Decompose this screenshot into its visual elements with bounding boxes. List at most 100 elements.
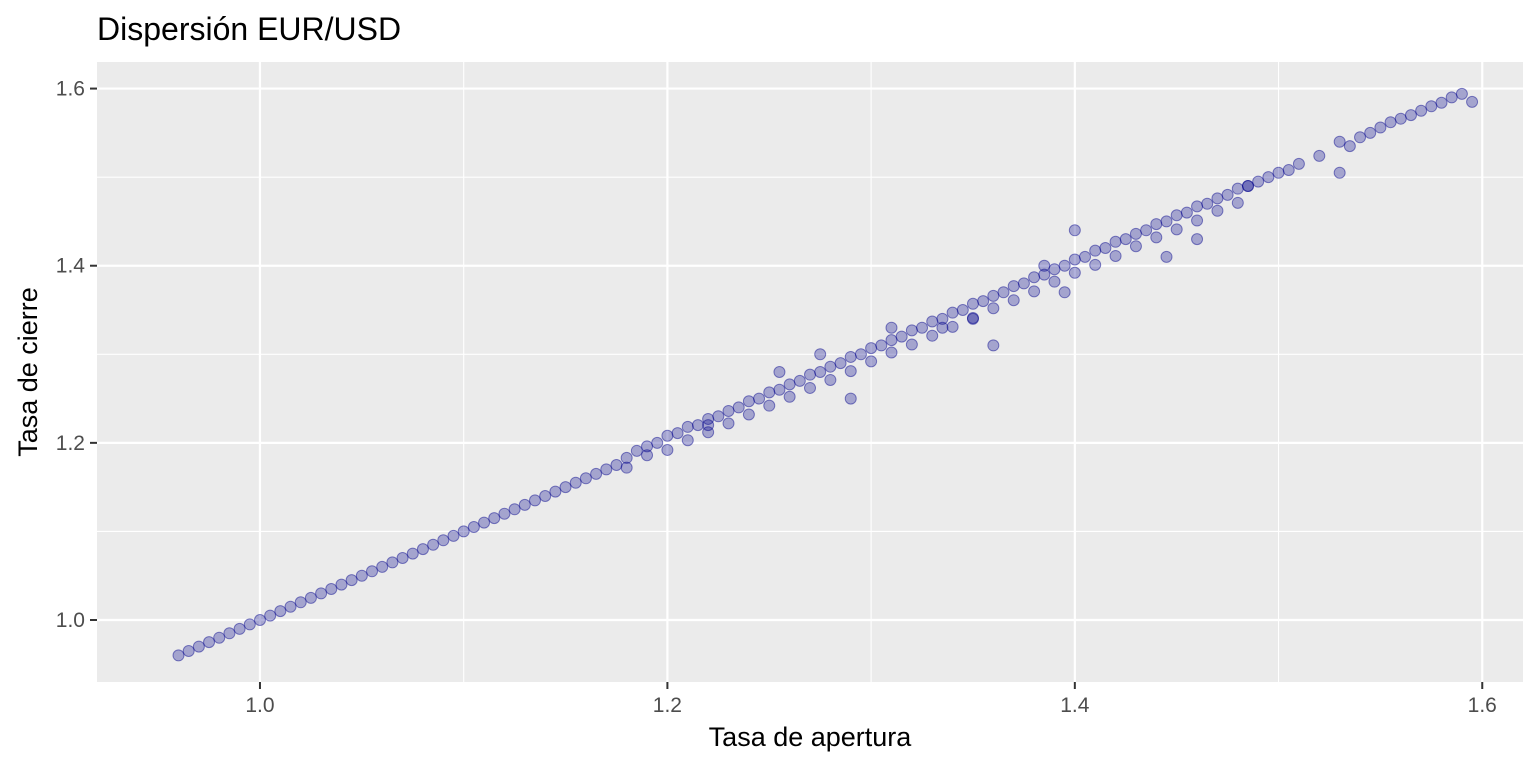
data-point	[712, 410, 725, 423]
data-point	[987, 339, 1000, 352]
data-point	[1048, 263, 1061, 276]
data-point	[1038, 268, 1051, 281]
data-point	[824, 360, 837, 373]
data-point	[966, 297, 979, 310]
data-point	[1017, 277, 1030, 290]
data-point	[447, 529, 460, 542]
data-point	[732, 401, 745, 414]
data-point	[630, 444, 643, 457]
data-point	[1129, 240, 1142, 253]
data-point	[498, 507, 511, 520]
data-point	[905, 338, 918, 351]
data-point	[936, 312, 949, 325]
x-tick-label: 1.2	[653, 694, 682, 717]
data-point	[834, 357, 847, 370]
data-point	[1252, 175, 1265, 188]
data-point	[1415, 104, 1428, 117]
data-point	[1466, 95, 1479, 108]
plot-panel	[97, 62, 1523, 682]
data-point	[1425, 100, 1438, 113]
y-axis-title: Tasa de cierre	[13, 287, 43, 457]
data-point	[478, 516, 491, 529]
data-point	[559, 481, 572, 494]
data-point	[1058, 259, 1071, 272]
data-point	[1231, 196, 1244, 209]
data-point	[1333, 135, 1346, 148]
data-point	[905, 324, 918, 337]
data-points	[172, 87, 1479, 662]
data-point	[1119, 233, 1132, 246]
data-point	[966, 312, 979, 325]
data-point	[264, 609, 277, 622]
data-point	[335, 578, 348, 591]
data-point	[1089, 258, 1102, 271]
data-point	[722, 404, 735, 417]
data-point	[355, 569, 368, 582]
data-point	[1231, 182, 1244, 195]
data-point	[661, 429, 674, 442]
x-tick-label: 1.4	[1060, 694, 1090, 717]
data-point	[1364, 126, 1377, 139]
data-point	[467, 521, 480, 533]
data-point	[966, 311, 979, 324]
data-point	[315, 587, 328, 600]
data-point	[1028, 271, 1041, 284]
x-axis: 1.0 1.2 1.4 1.6	[245, 682, 1497, 717]
data-point	[172, 649, 185, 662]
data-point	[946, 320, 959, 333]
data-point	[783, 390, 796, 403]
data-point	[875, 339, 888, 352]
data-point	[753, 392, 766, 405]
data-point	[539, 490, 552, 502]
data-point	[294, 596, 307, 609]
data-point	[946, 306, 959, 319]
data-point	[1394, 112, 1407, 125]
data-point	[783, 378, 796, 391]
y-tick-label: 1.6	[56, 78, 85, 101]
data-point	[1282, 164, 1295, 177]
x-tick-label: 1.6	[1468, 694, 1497, 717]
chart-title: Dispersión EUR/USD	[97, 11, 401, 47]
data-point	[1435, 96, 1448, 109]
y-tick-label: 1.4	[56, 255, 86, 278]
data-point	[804, 381, 816, 394]
data-point	[1007, 294, 1020, 307]
data-point	[814, 348, 827, 361]
data-point	[1333, 166, 1346, 179]
data-point	[844, 392, 857, 405]
data-point	[804, 368, 816, 381]
data-point	[885, 334, 898, 347]
data-point	[763, 399, 776, 412]
data-point	[956, 304, 969, 316]
data-point	[1068, 266, 1081, 279]
data-point	[691, 419, 704, 432]
data-point	[865, 355, 878, 368]
data-point	[854, 348, 867, 361]
data-point	[590, 467, 603, 480]
data-point	[620, 451, 633, 464]
data-point	[1150, 218, 1163, 231]
data-point	[1374, 121, 1387, 134]
data-point	[406, 547, 419, 560]
data-point	[1211, 204, 1224, 217]
data-point	[549, 485, 562, 498]
data-point	[997, 286, 1010, 299]
data-point	[1241, 180, 1254, 192]
data-point	[722, 417, 735, 430]
data-point	[304, 591, 317, 604]
data-point	[1262, 171, 1275, 184]
data-point	[182, 645, 195, 657]
data-point	[742, 395, 755, 408]
data-point	[1160, 250, 1173, 263]
data-point	[793, 374, 806, 387]
major-gridlines	[97, 62, 1523, 682]
y-tick-label: 1.0	[56, 609, 85, 632]
data-point	[1170, 223, 1183, 236]
data-point	[926, 329, 939, 342]
data-point	[1211, 192, 1224, 205]
data-point	[1048, 275, 1061, 288]
data-point	[763, 386, 776, 399]
data-point	[1140, 224, 1153, 237]
data-point	[1109, 235, 1122, 248]
